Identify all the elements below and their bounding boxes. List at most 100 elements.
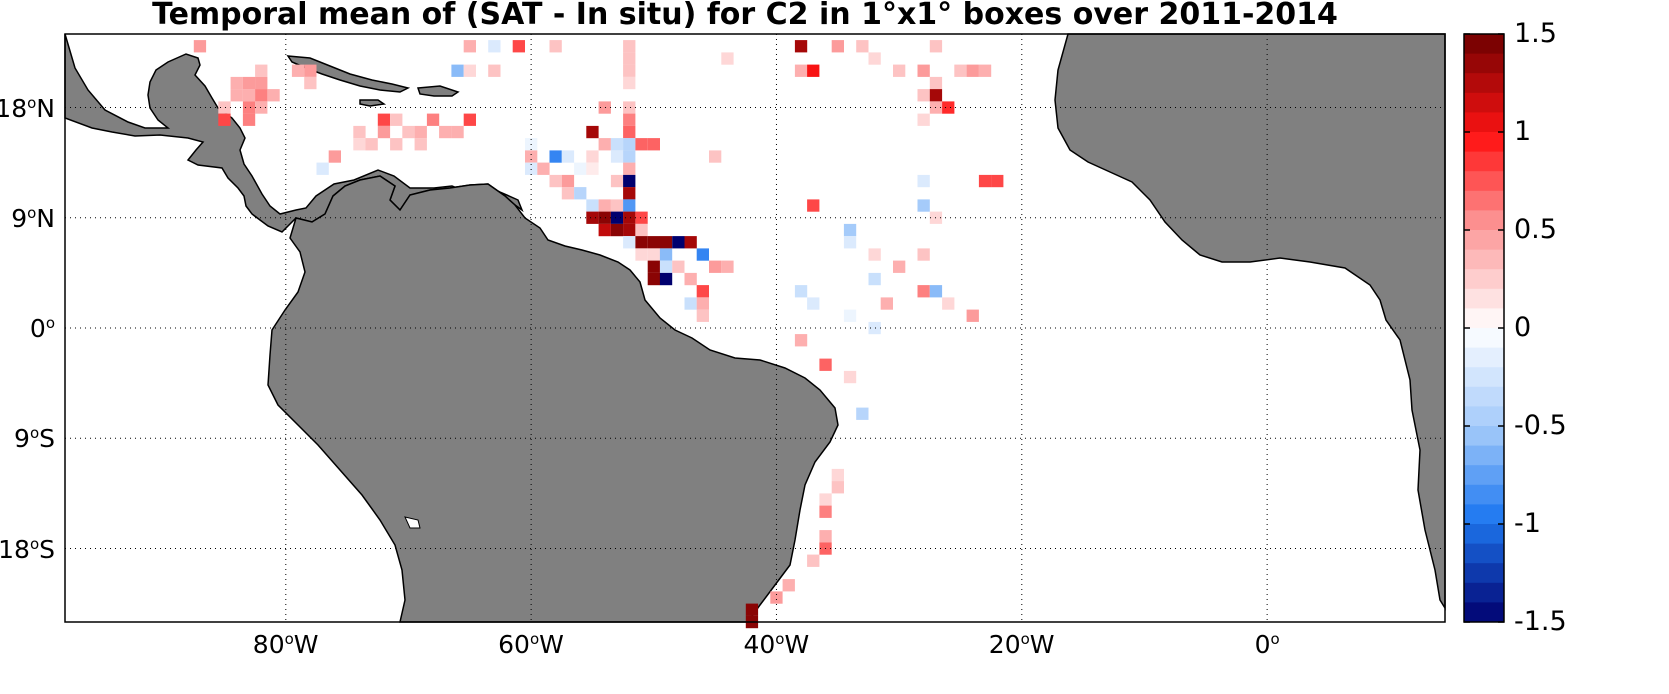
heatmap-cell <box>598 138 611 151</box>
heatmap-cell <box>623 150 636 163</box>
heatmap-cell <box>623 162 636 175</box>
heatmap-cell <box>623 138 636 151</box>
heatmap-cell <box>328 150 341 163</box>
heatmap-cell <box>488 40 501 53</box>
heatmap-cell <box>561 187 575 200</box>
heatmap-cell <box>893 64 906 77</box>
lon-tick-label: 20oW <box>988 630 1055 659</box>
heatmap-cell <box>831 468 844 482</box>
colorbar <box>1463 33 1505 623</box>
heatmap-cell <box>721 260 734 273</box>
heatmap-cell <box>917 174 930 188</box>
heatmap-cell <box>635 211 648 224</box>
heatmap-cell <box>672 260 685 273</box>
lat-tick-label: 0o <box>29 314 55 343</box>
colorbar-block <box>1464 151 1504 172</box>
heatmap-cell <box>868 272 881 286</box>
heatmap-cell <box>255 76 268 90</box>
heatmap-cell <box>843 370 857 384</box>
colorbar-block <box>1464 249 1504 270</box>
heatmap-cell <box>942 101 955 114</box>
heatmap-cell <box>623 236 636 249</box>
heatmap-cell <box>230 89 243 102</box>
heatmap-cell <box>647 236 660 249</box>
heatmap-cell <box>929 285 943 298</box>
heatmap-cell <box>942 297 955 310</box>
heatmap-cell <box>794 40 808 53</box>
heatmap-cell <box>868 321 881 335</box>
heatmap-cell <box>610 174 624 188</box>
heatmap-cell <box>672 236 685 249</box>
heatmap-cell <box>353 138 366 151</box>
heatmap-cell <box>512 40 525 53</box>
colorbar-block <box>1464 132 1504 153</box>
heatmap-cell <box>966 309 979 322</box>
heatmap-cell <box>917 113 930 126</box>
heatmap-cell <box>586 162 599 175</box>
heatmap-cell <box>709 260 722 273</box>
heatmap-cell <box>623 40 636 53</box>
colorbar-block <box>1464 230 1504 251</box>
land-lake <box>404 516 421 529</box>
colorbar-block <box>1464 53 1504 74</box>
heatmap-cell <box>218 113 231 126</box>
heatmap-cell <box>414 138 427 151</box>
heatmap-cell <box>659 248 673 261</box>
colorbar-block <box>1464 524 1504 545</box>
colorbar-tick-label: 1.5 <box>1514 18 1557 49</box>
heatmap-cell <box>242 89 256 102</box>
heatmap-cell <box>623 187 636 200</box>
colorbar-block <box>1464 426 1504 447</box>
colorbar-tick-label: -1.5 <box>1514 606 1567 637</box>
colorbar-block <box>1464 308 1504 329</box>
land-jamaica <box>359 99 387 107</box>
lat-tick-label: 9oN <box>11 203 55 233</box>
colorbar-block <box>1464 504 1504 525</box>
heatmap-cell <box>193 40 207 53</box>
heatmap-cell <box>623 113 636 126</box>
colorbar-block <box>1464 92 1504 113</box>
heatmap-cell <box>966 64 979 77</box>
heatmap-cell <box>610 150 624 163</box>
heatmap-cell <box>647 248 660 261</box>
heatmap-cell <box>242 101 256 114</box>
heatmap-cell <box>721 52 734 65</box>
heatmap-cell <box>917 199 930 212</box>
colorbar-block <box>1464 288 1504 309</box>
heatmap-cell <box>978 64 992 77</box>
heatmap-cell <box>659 272 673 286</box>
lon-tick-label: 80oW <box>252 630 319 659</box>
colorbar-block <box>1464 406 1504 427</box>
heatmap-cell <box>807 297 820 310</box>
heatmap-cell <box>623 76 636 90</box>
heatmap-cell <box>610 138 624 151</box>
heatmap-cell <box>623 125 636 139</box>
colorbar-block <box>1464 484 1504 505</box>
heatmap-cell <box>856 407 869 420</box>
heatmap-cell <box>893 260 906 273</box>
heatmap-cell <box>782 579 795 592</box>
heatmap-cell <box>586 199 599 212</box>
colorbar-block <box>1464 386 1504 407</box>
heatmap-cell <box>819 505 832 518</box>
colorbar-block <box>1464 73 1504 94</box>
lon-tick-label: 60oW <box>498 630 564 659</box>
heatmap-cell <box>598 211 611 224</box>
heatmap-cell <box>856 40 869 53</box>
map-title: Temporal mean of (SAT - In situ) for C2 … <box>152 0 1338 32</box>
heatmap-cell <box>684 272 697 286</box>
heatmap-cell <box>610 211 624 224</box>
heatmap-cell <box>549 40 562 53</box>
heatmap-cell <box>917 285 930 298</box>
heatmap-cell <box>390 113 403 126</box>
heatmap-cell <box>843 236 857 249</box>
heatmap-cell <box>868 52 881 65</box>
heatmap-cell <box>647 138 660 151</box>
heatmap-cell <box>537 162 550 175</box>
heatmap-cell <box>426 113 440 126</box>
heatmap-cell <box>745 603 759 616</box>
map-frame <box>64 33 1446 623</box>
heatmap-cell <box>353 125 366 139</box>
heatmap-cell <box>463 113 476 126</box>
heatmap-cell <box>880 297 893 310</box>
